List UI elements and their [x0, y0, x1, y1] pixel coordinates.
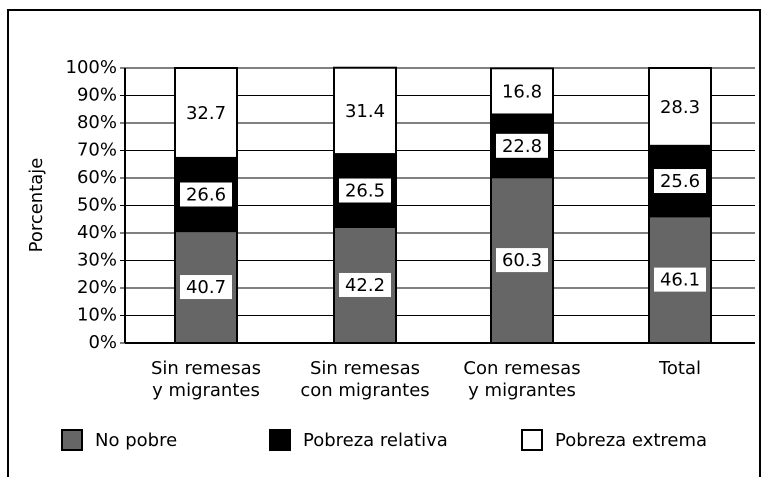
x-tick-label: Sin remesas [310, 358, 420, 379]
y-axis-label: Porcentaje [26, 158, 47, 253]
y-tick-label: 50% [77, 195, 117, 216]
value-label: 22.8 [502, 136, 542, 157]
value-label-box [654, 94, 706, 119]
x-tick-label: y migrantes [152, 380, 260, 401]
legend-swatch [269, 429, 291, 451]
y-tick-label: 90% [77, 85, 117, 106]
x-tick-label: y migrantes [468, 380, 576, 401]
value-label-box [339, 178, 391, 203]
y-tick-label: 10% [77, 305, 117, 326]
value-label-box [654, 169, 706, 194]
x-tick-label: Total [658, 358, 701, 379]
value-label: 46.1 [660, 270, 700, 291]
value-label: 26.5 [345, 181, 385, 202]
x-tick-label: con migrantes [300, 380, 429, 401]
legend-label: Pobreza extrema [555, 430, 707, 451]
value-label-box [496, 133, 548, 158]
value-label: 60.3 [502, 250, 542, 271]
legend-swatch [61, 429, 83, 451]
value-label-box [339, 272, 391, 297]
value-label-box [496, 79, 548, 104]
value-label-box [180, 182, 232, 207]
y-tick-label: 70% [77, 140, 117, 161]
value-label-box [339, 98, 391, 123]
value-label-box [180, 100, 232, 125]
y-tick-label: 80% [77, 112, 117, 133]
frame [7, 9, 761, 477]
value-label: 42.2 [345, 275, 385, 296]
value-label-box [180, 275, 232, 300]
legend-label: Pobreza relativa [303, 430, 448, 451]
value-label-box [654, 267, 706, 292]
y-tick-label: 30% [77, 250, 117, 271]
value-label: 28.3 [660, 97, 700, 118]
y-tick-label: 100% [66, 57, 117, 78]
y-tick-label: 40% [77, 222, 117, 243]
x-tick-label: Con remesas [463, 358, 580, 379]
value-label: 26.6 [186, 185, 226, 206]
value-label-box [496, 248, 548, 273]
value-label: 25.6 [660, 171, 700, 192]
x-tick-label: Sin remesas [151, 358, 261, 379]
value-label: 16.8 [502, 81, 542, 102]
legend-swatch [521, 429, 543, 451]
value-label: 40.7 [186, 277, 226, 298]
value-label: 31.4 [345, 101, 385, 122]
y-tick-label: 60% [77, 167, 117, 188]
y-tick-label: 0% [88, 332, 117, 353]
y-tick-label: 20% [77, 277, 117, 298]
value-label: 32.7 [186, 103, 226, 124]
legend-label: No pobre [95, 430, 177, 451]
